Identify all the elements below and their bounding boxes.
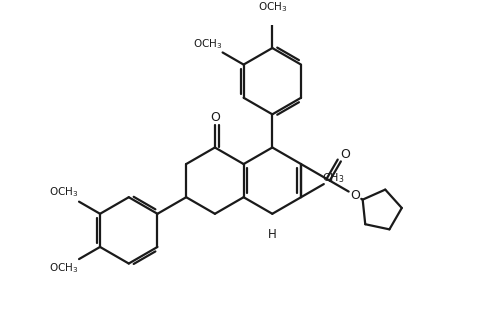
Text: O: O [350,189,360,202]
Text: H: H [268,227,277,241]
Text: CH$_3$: CH$_3$ [322,171,345,185]
Text: OCH$_3$: OCH$_3$ [193,37,223,51]
Text: OCH$_3$: OCH$_3$ [48,261,78,275]
Text: O: O [210,112,220,124]
Text: OCH$_3$: OCH$_3$ [257,0,287,14]
Text: O: O [340,148,350,161]
Text: OCH$_3$: OCH$_3$ [48,186,78,200]
